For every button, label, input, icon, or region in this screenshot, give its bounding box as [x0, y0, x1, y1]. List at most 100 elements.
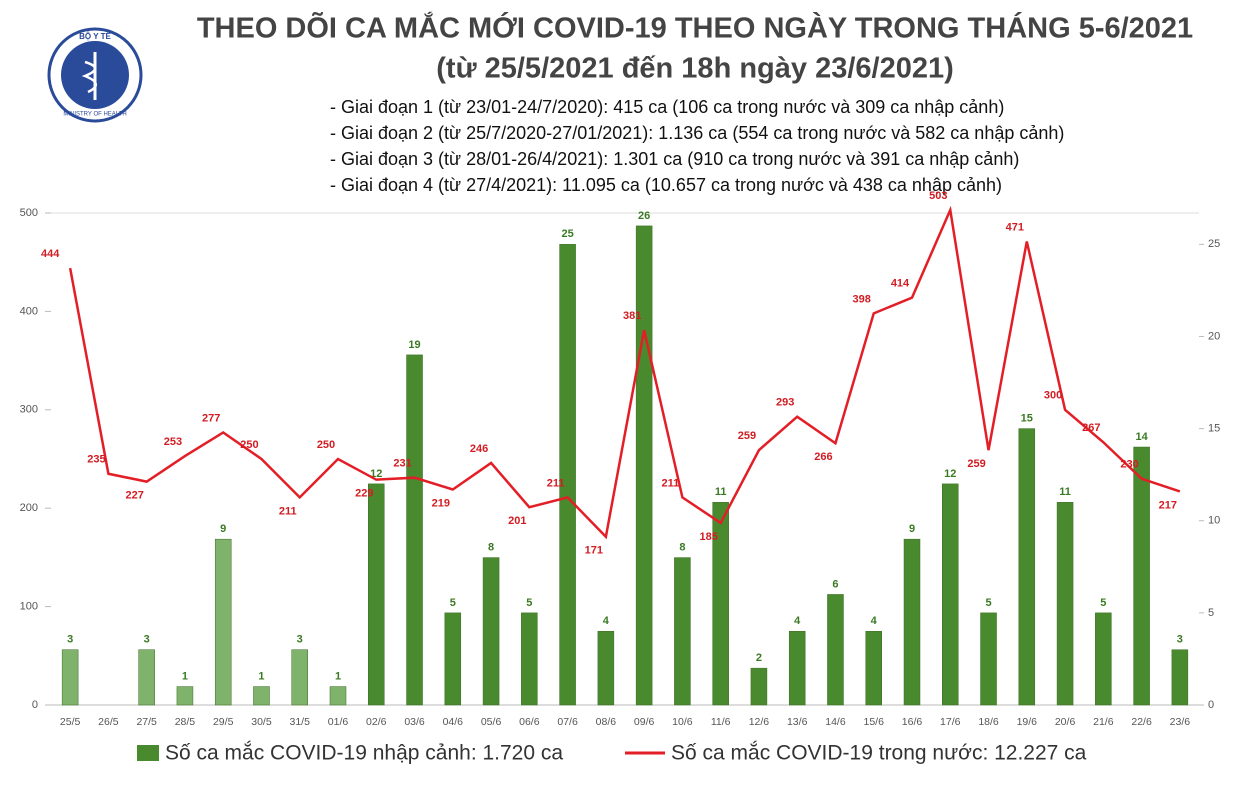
bar [1056, 502, 1074, 706]
bar-value-label: 1 [335, 670, 341, 682]
bar-value-label: 5 [1100, 597, 1106, 609]
bar-value-label: 25 [561, 228, 573, 240]
bar [176, 686, 194, 706]
bar-value-label: 1 [258, 670, 264, 682]
bar-value-label: 4 [794, 615, 801, 627]
line-value-label: 267 [1082, 422, 1100, 434]
logo-bottom-text: MINISTRY OF HEALTH [63, 112, 126, 118]
bar [903, 538, 921, 706]
bar [61, 649, 79, 706]
legend-label: Số ca mắc COVID-19 nhập cảnh: 1.720 ca [165, 742, 563, 765]
bar [788, 631, 806, 706]
line-value-label: 259 [967, 458, 985, 470]
x-tick-label: 19/6 [1017, 716, 1038, 728]
y-tick-label: 200 [20, 502, 38, 514]
bar [482, 557, 500, 706]
line-value-label: 217 [1159, 499, 1177, 511]
line-value-label: 235 [87, 454, 105, 466]
y2-tick-label: 15 [1208, 423, 1220, 435]
y-tick-label: 400 [20, 305, 38, 317]
legend-swatch [137, 745, 159, 761]
note: - Giai đoạn 2 (từ 25/7/2020-27/01/2021):… [330, 123, 1064, 143]
x-tick-label: 17/6 [940, 716, 961, 728]
note: - Giai đoạn 3 (từ 28/01-26/4/2021): 1.30… [330, 149, 1019, 169]
bar [942, 483, 959, 706]
bar [1018, 428, 1036, 706]
line-value-label: 229 [355, 488, 373, 500]
bar-value-label: 8 [488, 541, 494, 553]
bar [138, 649, 155, 706]
y2-tick-label: 10 [1208, 515, 1220, 527]
bar [406, 354, 423, 706]
y-tick-label: 300 [20, 404, 38, 416]
line-value-label: 246 [470, 443, 488, 455]
bar [368, 483, 385, 706]
bar-value-label: 19 [408, 339, 420, 351]
bar-value-label: 1 [182, 670, 188, 682]
x-tick-label: 27/5 [136, 716, 157, 728]
bar-value-label: 11 [715, 486, 727, 498]
bar [329, 686, 347, 706]
bar-value-label: 8 [679, 541, 685, 553]
x-tick-label: 21/6 [1093, 716, 1114, 728]
logo-top-text: BỘ Y TẾ [79, 31, 111, 41]
line-value-label: 471 [1006, 221, 1024, 233]
bar-value-label: 26 [638, 210, 650, 222]
bar-value-label: 3 [297, 634, 303, 646]
bar-value-label: 15 [1021, 413, 1033, 425]
line-value-label: 266 [814, 451, 832, 463]
line-value-label: 414 [891, 278, 910, 290]
line-value-label: 230 [1120, 459, 1138, 471]
bar-value-label: 6 [832, 578, 838, 590]
note: - Giai đoạn 4 (từ 27/4/2021): 11.095 ca … [330, 175, 1002, 195]
bar-value-label: 9 [909, 523, 915, 535]
x-tick-label: 28/5 [175, 716, 196, 728]
bar-value-label: 5 [526, 597, 532, 609]
line-value-label: 253 [164, 436, 182, 448]
x-tick-label: 03/6 [404, 716, 425, 728]
x-tick-label: 22/6 [1131, 716, 1152, 728]
x-tick-label: 13/6 [787, 716, 808, 728]
bar [750, 667, 768, 706]
bar [827, 594, 844, 706]
line-value-label: 293 [776, 397, 794, 409]
y-tick-label: 0 [32, 699, 38, 711]
x-tick-label: 20/6 [1055, 716, 1076, 728]
line-value-label: 227 [125, 490, 143, 502]
bar-value-label: 2 [756, 652, 762, 664]
x-tick-label: 04/6 [443, 716, 464, 728]
bar-value-label: 4 [603, 615, 610, 627]
x-tick-label: 08/6 [596, 716, 617, 728]
x-tick-label: 02/6 [366, 716, 387, 728]
bar [1095, 612, 1112, 706]
bar-value-label: 3 [67, 634, 73, 646]
line-value-label: 250 [240, 439, 258, 451]
bar-value-label: 3 [1177, 634, 1183, 646]
x-tick-label: 06/6 [519, 716, 540, 728]
bar [1171, 649, 1189, 706]
bar [674, 557, 691, 706]
chart-subtitle: (từ 25/5/2021 đến 18h ngày 23/6/2021) [436, 53, 954, 85]
x-tick-label: 31/5 [290, 716, 311, 728]
line-value-label: 185 [699, 531, 717, 543]
bar [712, 502, 729, 706]
line-value-label: 277 [202, 412, 220, 424]
note: - Giai đoạn 1 (từ 23/01-24/7/2020): 415 … [330, 97, 1004, 117]
bar [253, 686, 270, 706]
bar [214, 538, 232, 706]
bar-value-label: 12 [944, 468, 956, 480]
x-tick-label: 11/6 [711, 716, 731, 728]
line-value-label: 219 [432, 497, 450, 509]
line-value-label: 250 [317, 439, 335, 451]
bar [559, 244, 576, 706]
chart-title: THEO DÕI CA MẮC MỚI COVID-19 THEO NGÀY T… [197, 11, 1193, 45]
bar-value-label: 3 [144, 634, 150, 646]
x-tick-label: 18/6 [978, 716, 999, 728]
bar-value-label: 4 [871, 615, 878, 627]
x-tick-label: 12/6 [749, 716, 770, 728]
bar [635, 225, 653, 706]
bar-value-label: 5 [450, 597, 456, 609]
bar [1133, 446, 1150, 706]
x-tick-label: 25/5 [60, 716, 81, 728]
